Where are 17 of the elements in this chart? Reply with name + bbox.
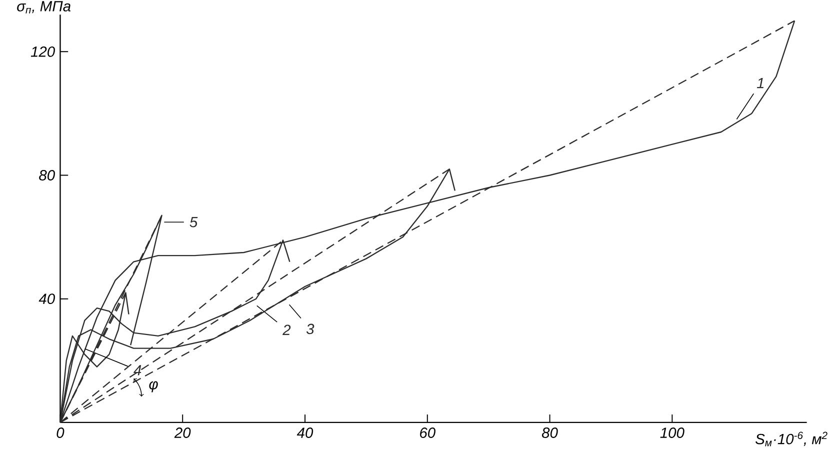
series-label: 1: [756, 78, 764, 88]
series-label: 5: [190, 217, 198, 228]
series-label: 4: [134, 365, 142, 376]
text: 2: [282, 324, 291, 336]
x-tick-label: 40: [296, 428, 314, 438]
x-tick-label: 60: [420, 428, 436, 438]
x-tick-label: 20: [174, 428, 191, 438]
y-tick-label: 40: [38, 294, 55, 304]
x-tick-label: 0: [56, 428, 64, 438]
text: 3: [306, 324, 314, 334]
x-tick-label: 100: [660, 428, 684, 438]
annotation: φ: [149, 381, 158, 392]
x-tick-label: 80: [542, 428, 558, 438]
y-axis-title: σ$_{п}$, МПа: [17, 1, 71, 14]
y-tick-label: 80: [39, 170, 55, 180]
y-tick-label: 120: [30, 46, 55, 57]
x-axis-title: S$_{м}$·10$^{-6}$, м$^{2}$: [755, 432, 828, 446]
